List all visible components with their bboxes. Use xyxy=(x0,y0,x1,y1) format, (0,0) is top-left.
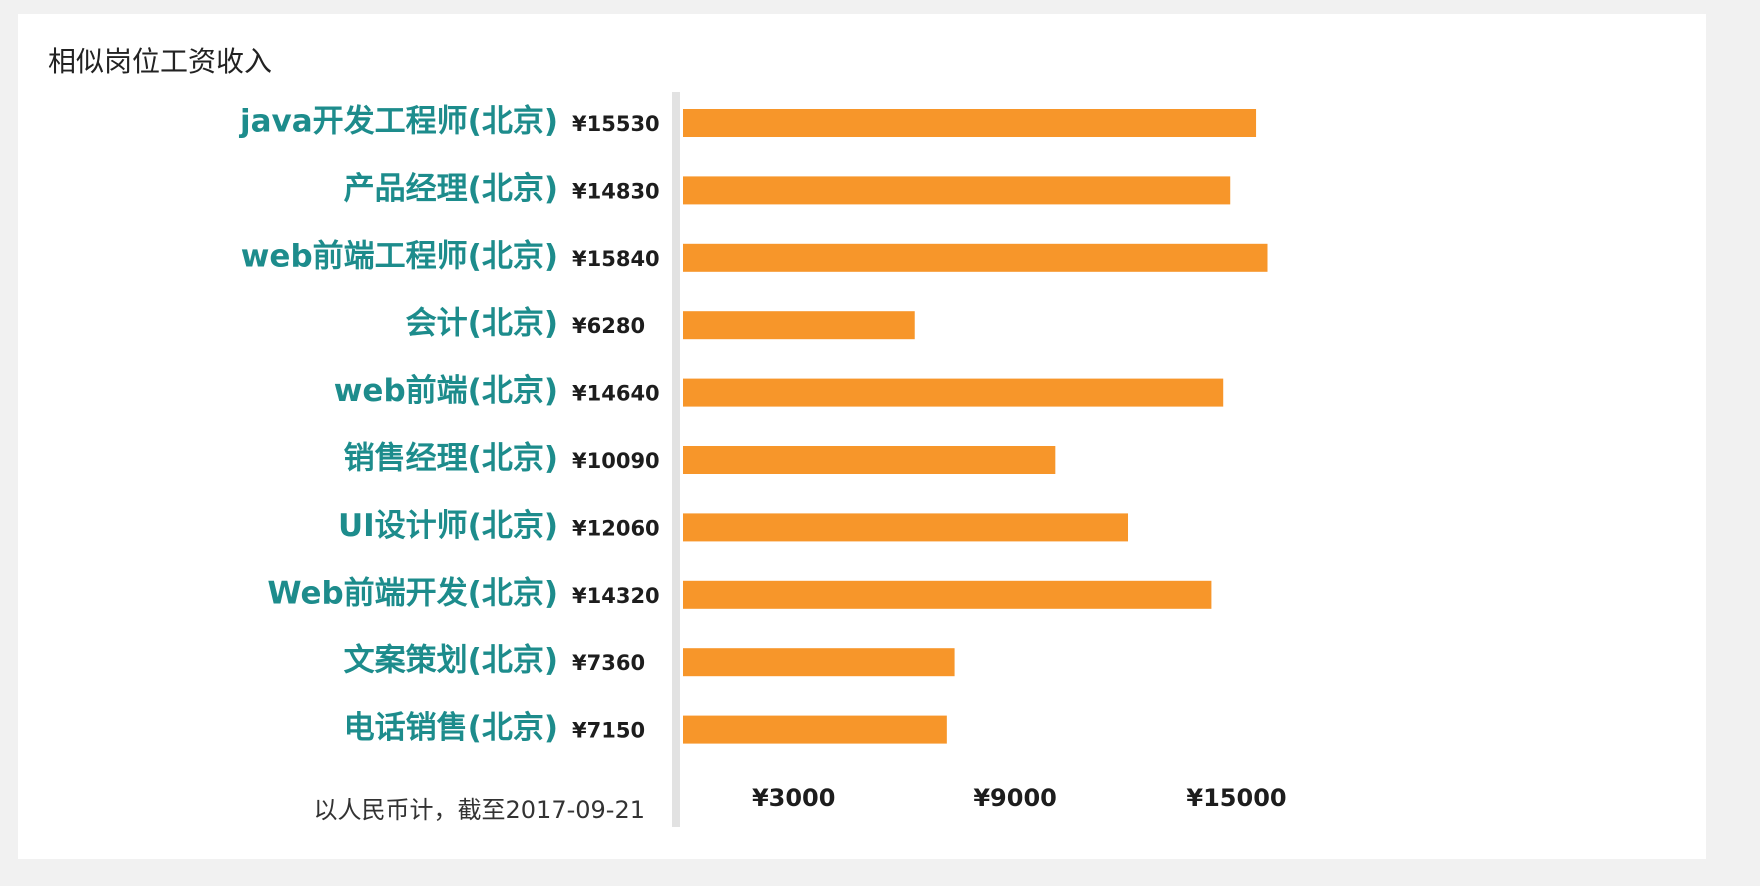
salary-bar xyxy=(683,715,947,744)
category-label: 文案策划(北京) xyxy=(344,643,558,679)
x-tick-label: ¥3000 xyxy=(752,784,836,812)
x-tick-labels: ¥3000 ¥9000 ¥15000 xyxy=(752,784,1287,812)
category-label: 会计(北京) xyxy=(406,306,558,342)
category-label: 产品经理(北京) xyxy=(344,171,558,207)
salary-bar-chart: java开发工程师(北京) ¥15530 产品经理(北京) ¥14830 web前端工程… xyxy=(238,92,1287,827)
currency-note: 以人民币计，截至2017-09-21 xyxy=(313,796,645,824)
salary-bar xyxy=(683,176,1231,205)
salary-bar xyxy=(683,109,1257,137)
category-label: web前端工程师(北京) xyxy=(241,238,558,274)
salary-bar xyxy=(683,243,1268,272)
y-axis-line xyxy=(672,92,680,827)
salary-bar xyxy=(683,513,1129,542)
category-label: 销售经理(北京) xyxy=(344,441,558,477)
chart-panel: 相似岗位工资收入 java开发工程师(北京) ¥15530 产品经理(北京) ¥148… xyxy=(18,14,1706,859)
value-label: ¥14640 xyxy=(572,382,660,406)
salary-bar xyxy=(683,648,955,677)
value-label: ¥14320 xyxy=(572,584,660,608)
value-label: ¥7360 xyxy=(572,651,645,675)
value-label: ¥10090 xyxy=(572,449,660,473)
category-label: Web前端开发(北京) xyxy=(267,575,558,611)
category-label: UI设计师(北京) xyxy=(338,508,558,544)
value-label: ¥7150 xyxy=(572,719,645,743)
category-label: java开发工程师(北京) xyxy=(238,104,558,140)
x-tick-label: ¥9000 xyxy=(973,784,1057,812)
category-label: 电话销售(北京) xyxy=(344,710,558,746)
bars-layer: java开发工程师(北京) ¥15530 产品经理(北京) ¥14830 web前端工程… xyxy=(238,104,1268,746)
x-tick-label: ¥15000 xyxy=(1186,784,1286,812)
category-label: web前端(北京) xyxy=(334,373,558,409)
salary-bar xyxy=(683,446,1056,474)
salary-bar xyxy=(683,311,915,340)
value-label: ¥6280 xyxy=(572,314,645,338)
salary-bar xyxy=(683,580,1212,609)
value-label: ¥15530 xyxy=(572,112,660,136)
salary-bar xyxy=(683,378,1224,407)
value-label: ¥15840 xyxy=(572,247,660,271)
value-label: ¥14830 xyxy=(572,179,660,203)
chart-title: 相似岗位工资收入 xyxy=(48,45,273,78)
value-label: ¥12060 xyxy=(572,516,660,540)
